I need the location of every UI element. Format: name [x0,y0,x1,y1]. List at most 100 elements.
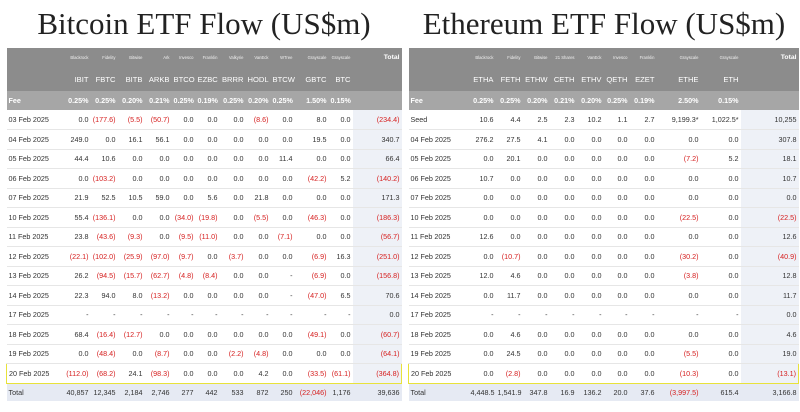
flow-cell: 0.0 [576,188,604,208]
total-row: Total 40,857 12,345 2,184 2,746 277 442 533 872 2… [6,383,402,401]
row-total-cell: 66.4 [352,149,402,169]
table-row: 04 Feb 2025 276.2 27.5 4.1 0.0 0.0 0.0 0.0 0.0 0.… [408,129,799,150]
flow-cell: 0.0 [171,149,196,169]
flow-cell: 276.2 [468,129,496,150]
row-date-label: 20 Feb 2025 [6,363,64,384]
total-cell: 347.8 [522,383,550,401]
flow-cell: 0.0 [468,344,496,364]
flow-cell: - [328,305,353,325]
row-total-cell: 10,255 [740,110,799,130]
flow-cell: 0.0 [629,344,657,364]
ticker-header-row: ETHA FETH ETHW CETH ETHV QETH EZET ETHE ETH [408,67,799,91]
eth-flow-table-panel: Blackrock Fidelity Bitwise 21 Shares VanEck I… [408,48,799,401]
fee-cell: 0.25% [603,91,630,110]
flow-cell: 0.0 [549,324,577,345]
flow-cell: (8.7) [144,344,172,364]
flow-cell: 0.0 [171,168,196,189]
fee-label: Fee [408,91,469,110]
flow-cell: 0.0 [495,188,523,208]
row-date-label: 10 Feb 2025 [6,207,64,228]
flow-cell: (50.7) [144,110,172,130]
table-row: 14 Feb 2025 22.3 94.0 8.0 (13.2) 0.0 0.0 0.0 0.0… [6,285,402,306]
flow-cell: 4.6 [495,266,523,286]
flow-cell: 0.0 [270,168,295,189]
table-row: 17 Feb 2025- - - - - - - - - - -0.0 [6,305,402,325]
flow-cell: - [219,305,246,325]
ticker-header-cell: GBTC [294,67,329,91]
flow-cell: 0.0 [328,188,353,208]
ticker-header-cell: BTCW [270,67,295,91]
flow-cell: 0.0 [522,227,550,247]
flow-cell: 0.0 [144,324,172,345]
flow-cell: 0.0 [629,324,657,345]
row-date-label: 18 Feb 2025 [6,324,64,345]
flow-cell: (5.5) [117,110,145,130]
table-row: 07 Feb 2025 0.0 0.0 0.0 0.0 0.0 0.0 0.0 0.0 0.0 0.… [408,188,799,208]
flow-cell: 0.0 [576,324,604,345]
flow-cell: 0.0 [700,266,741,286]
issuer-header-cell: Blackrock [63,48,91,67]
flow-cell: (25.9) [117,246,145,267]
table-row: 04 Feb 2025 249.0 0.0 16.1 56.1 0.0 0.0 0.0 0.0 0… [6,129,402,150]
table-row: 13 Feb 2025 26.2 (94.5) (15.7) (62.7) (4.8) (8… [6,266,402,286]
row-total-cell: (186.3) [352,207,402,228]
total-cell: 12,345 [90,383,118,401]
issuer-header-cell: VanEck [245,48,271,67]
flow-cell: 0.0 [603,188,630,208]
row-total-cell: (22.5) [740,207,799,228]
flow-cell: - [294,305,329,325]
flow-cell: 0.0 [90,129,118,150]
flow-cell: 55.4 [63,207,91,228]
flow-cell: 10.7 [468,168,496,189]
issuer-header-cell: Grayscale [294,48,329,67]
flow-cell: 0.0 [270,129,295,150]
row-date-label: 06 Feb 2025 [408,168,469,189]
flow-cell: (33.5) [294,363,329,384]
flow-cell: (6.9) [294,266,329,286]
row-total-cell: 340.7 [352,129,402,150]
row-date-label: 03 Feb 2025 [6,110,64,130]
row-date-label: 11 Feb 2025 [408,227,469,247]
row-date-label: 04 Feb 2025 [408,129,469,150]
flow-cell: - [117,305,145,325]
flow-cell: 0.0 [603,207,630,228]
flow-cell: (12.7) [117,324,145,345]
total-cell: 533 [219,383,246,401]
row-date-label: 20 Feb 2025 [408,363,469,384]
flow-cell: - [522,305,550,325]
flow-cell: 6.5 [328,285,353,306]
flow-cell: 0.0 [576,285,604,306]
flow-cell: 10.2 [576,110,604,130]
flow-cell: 0.0 [195,324,220,345]
flow-cell: 0.0 [328,129,353,150]
flow-cell: (42.2) [294,168,329,189]
total-cell: (22,046) [294,383,329,401]
flow-cell: 0.0 [495,168,523,189]
flow-cell: 26.2 [63,266,91,286]
total-row: Total 4,448.5 1,541.9 347.8 16.9 136.2 20.0 37.… [408,383,799,401]
flow-cell: 0.0 [576,344,604,364]
flow-cell: (136.1) [90,207,118,228]
total-cell: 16.9 [549,383,577,401]
flow-cell: 0.0 [270,207,295,228]
total-cell: 3,166.8 [740,383,799,401]
flow-cell: 0.0 [63,110,91,130]
table-row: 18 Feb 2025 68.4 (16.4) (12.7) 0.0 0.0 0.0 0.0 0… [6,324,402,345]
flow-cell: 27.5 [495,129,523,150]
table-row: 03 Feb 2025 0.0 (177.6) (5.5) (50.7) 0.0 0.0 0.… [6,110,402,130]
flow-cell: (7.1) [270,227,295,247]
flow-cell: 4.2 [245,363,271,384]
row-date-label: 17 Feb 2025 [408,305,469,325]
flow-cell: (2.2) [219,344,246,364]
flow-cell: - [603,305,630,325]
ticker-header-cell: FETH [495,67,523,91]
table-row: 06 Feb 2025 10.7 0.0 0.0 0.0 0.0 0.0 0.0 0.0 0.0 1… [408,168,799,189]
ticker-header-cell: CETH [549,67,577,91]
flow-cell: 0.0 [603,363,630,384]
flow-cell: 0.0 [171,188,196,208]
flow-cell: 0.0 [603,227,630,247]
fee-label: Fee [6,91,64,110]
flow-cell: (8.6) [245,110,271,130]
flow-cell: 0.0 [245,129,271,150]
flow-cell: 5.2 [700,149,741,169]
